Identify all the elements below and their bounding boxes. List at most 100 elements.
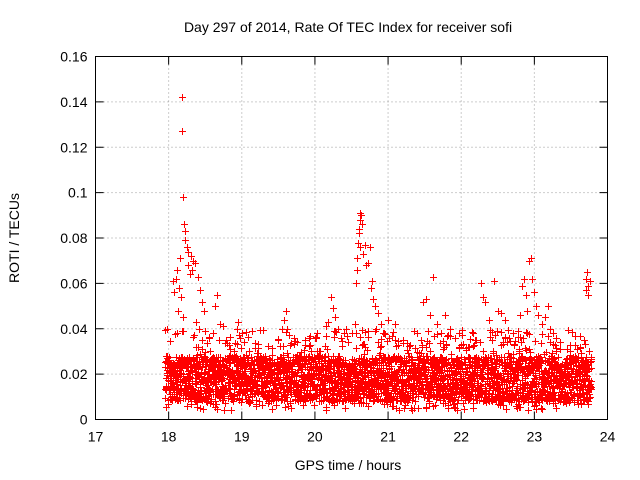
data-point bbox=[208, 396, 215, 403]
data-point bbox=[523, 292, 530, 299]
data-point bbox=[531, 289, 538, 296]
data-point bbox=[427, 312, 434, 319]
data-point bbox=[288, 405, 295, 412]
data-point bbox=[256, 398, 263, 405]
data-point bbox=[469, 329, 476, 336]
data-point bbox=[456, 344, 463, 351]
data-point bbox=[459, 366, 466, 373]
data-point bbox=[352, 321, 359, 328]
data-point bbox=[204, 399, 211, 406]
data-point bbox=[585, 292, 592, 299]
data-point bbox=[389, 396, 396, 403]
data-point bbox=[214, 292, 221, 299]
data-point bbox=[378, 343, 385, 350]
data-point bbox=[254, 383, 261, 390]
data-point bbox=[297, 392, 304, 399]
data-point bbox=[490, 348, 497, 355]
data-point bbox=[202, 349, 209, 356]
data-point bbox=[409, 357, 416, 364]
data-point bbox=[584, 373, 591, 380]
data-point bbox=[392, 321, 399, 328]
data-point bbox=[492, 387, 499, 394]
data-point bbox=[275, 390, 282, 397]
data-point bbox=[581, 337, 588, 344]
data-point bbox=[175, 308, 182, 315]
data-point bbox=[370, 296, 377, 303]
data-point bbox=[454, 407, 461, 414]
data-point bbox=[585, 283, 592, 290]
data-point bbox=[455, 397, 462, 404]
data-point bbox=[204, 340, 211, 347]
data-point bbox=[432, 402, 439, 409]
data-point bbox=[363, 357, 370, 364]
data-point bbox=[341, 388, 348, 395]
data-point bbox=[377, 344, 384, 351]
data-point bbox=[554, 364, 561, 371]
data-point bbox=[394, 373, 401, 380]
data-point bbox=[313, 387, 320, 394]
data-point bbox=[353, 330, 360, 337]
data-point bbox=[587, 359, 594, 366]
data-point bbox=[577, 345, 584, 352]
y-tick-label: 0.12 bbox=[60, 139, 87, 155]
data-point bbox=[542, 314, 549, 321]
data-point bbox=[527, 355, 534, 362]
data-point bbox=[302, 377, 309, 384]
data-point bbox=[470, 405, 477, 412]
data-point bbox=[445, 405, 452, 412]
data-point bbox=[405, 350, 412, 357]
data-point bbox=[199, 346, 206, 353]
data-point bbox=[339, 338, 346, 345]
data-point bbox=[588, 358, 595, 365]
data-point bbox=[206, 334, 213, 341]
data-point bbox=[180, 314, 187, 321]
data-point bbox=[422, 371, 429, 378]
data-point bbox=[392, 337, 399, 344]
data-point bbox=[361, 351, 368, 358]
data-point bbox=[202, 328, 209, 335]
data-point bbox=[372, 303, 379, 310]
data-point bbox=[348, 383, 355, 390]
data-point bbox=[510, 330, 517, 337]
data-point bbox=[511, 341, 518, 348]
data-point bbox=[248, 354, 255, 361]
data-point bbox=[550, 330, 557, 337]
data-point bbox=[427, 348, 434, 355]
data-point bbox=[526, 346, 533, 353]
x-tick-label: 24 bbox=[600, 429, 616, 445]
data-point bbox=[294, 339, 301, 346]
data-point bbox=[286, 332, 293, 339]
data-point bbox=[179, 128, 186, 135]
data-point bbox=[423, 404, 430, 411]
data-point bbox=[228, 407, 235, 414]
data-point bbox=[234, 341, 241, 348]
data-point bbox=[164, 326, 171, 333]
data-point bbox=[328, 294, 335, 301]
data-point bbox=[329, 384, 336, 391]
data-point bbox=[166, 354, 173, 361]
data-point bbox=[502, 317, 509, 324]
data-point bbox=[288, 374, 295, 381]
data-point bbox=[220, 323, 227, 330]
data-point bbox=[458, 360, 465, 367]
data-point bbox=[283, 308, 290, 315]
data-point bbox=[459, 332, 466, 339]
data-point bbox=[237, 335, 244, 342]
data-point bbox=[342, 405, 349, 412]
data-point bbox=[360, 251, 367, 258]
x-tick-label: 19 bbox=[234, 429, 250, 445]
data-point bbox=[550, 384, 557, 391]
data-point bbox=[503, 406, 510, 413]
data-point bbox=[311, 402, 318, 409]
data-point bbox=[542, 367, 549, 374]
data-point bbox=[528, 255, 535, 262]
data-point bbox=[332, 314, 339, 321]
data-point bbox=[313, 335, 320, 342]
x-tick-label: 22 bbox=[453, 429, 469, 445]
data-point bbox=[408, 356, 415, 363]
data-point bbox=[447, 326, 454, 333]
y-tick-label: 0.1 bbox=[68, 185, 88, 201]
data-point bbox=[434, 331, 441, 338]
data-point bbox=[165, 401, 172, 408]
data-point bbox=[324, 389, 331, 396]
